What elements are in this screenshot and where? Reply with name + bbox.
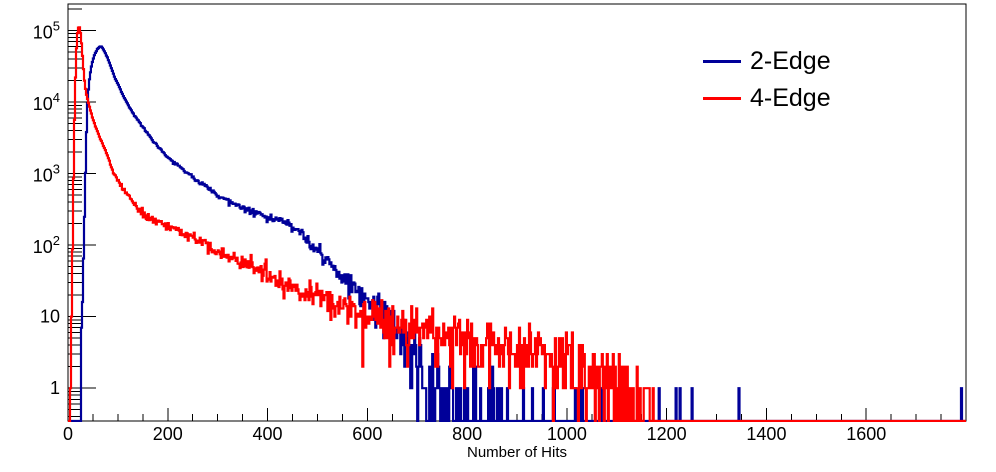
svg-text:105: 105	[33, 18, 60, 42]
svg-text:0: 0	[63, 424, 73, 444]
legend-line-4edge-icon	[703, 97, 741, 100]
legend-label-4edge: 4-Edge	[750, 84, 831, 112]
svg-text:104: 104	[33, 90, 60, 114]
svg-text:200: 200	[153, 424, 183, 444]
svg-text:600: 600	[352, 424, 382, 444]
svg-text:1600: 1600	[846, 424, 886, 444]
svg-text:400: 400	[253, 424, 283, 444]
svg-text:1200: 1200	[647, 424, 687, 444]
x-axis-title: Number of Hits	[466, 444, 568, 461]
legend-entry-4edge: 4-Edge	[703, 84, 831, 113]
svg-text:1: 1	[50, 378, 60, 398]
svg-text:10: 10	[40, 307, 60, 327]
legend-label-2edge: 2-Edge	[750, 47, 831, 75]
svg-text:103: 103	[33, 162, 60, 186]
svg-text:1000: 1000	[547, 424, 587, 444]
legend: 2-Edge 4-Edge	[703, 47, 831, 113]
svg-text:102: 102	[33, 233, 60, 257]
svg-text:1400: 1400	[746, 424, 786, 444]
svg-text:800: 800	[452, 424, 482, 444]
legend-entry-2edge: 2-Edge	[703, 47, 831, 76]
legend-line-2edge-icon	[703, 60, 741, 63]
series-4-Edge	[68, 26, 966, 422]
